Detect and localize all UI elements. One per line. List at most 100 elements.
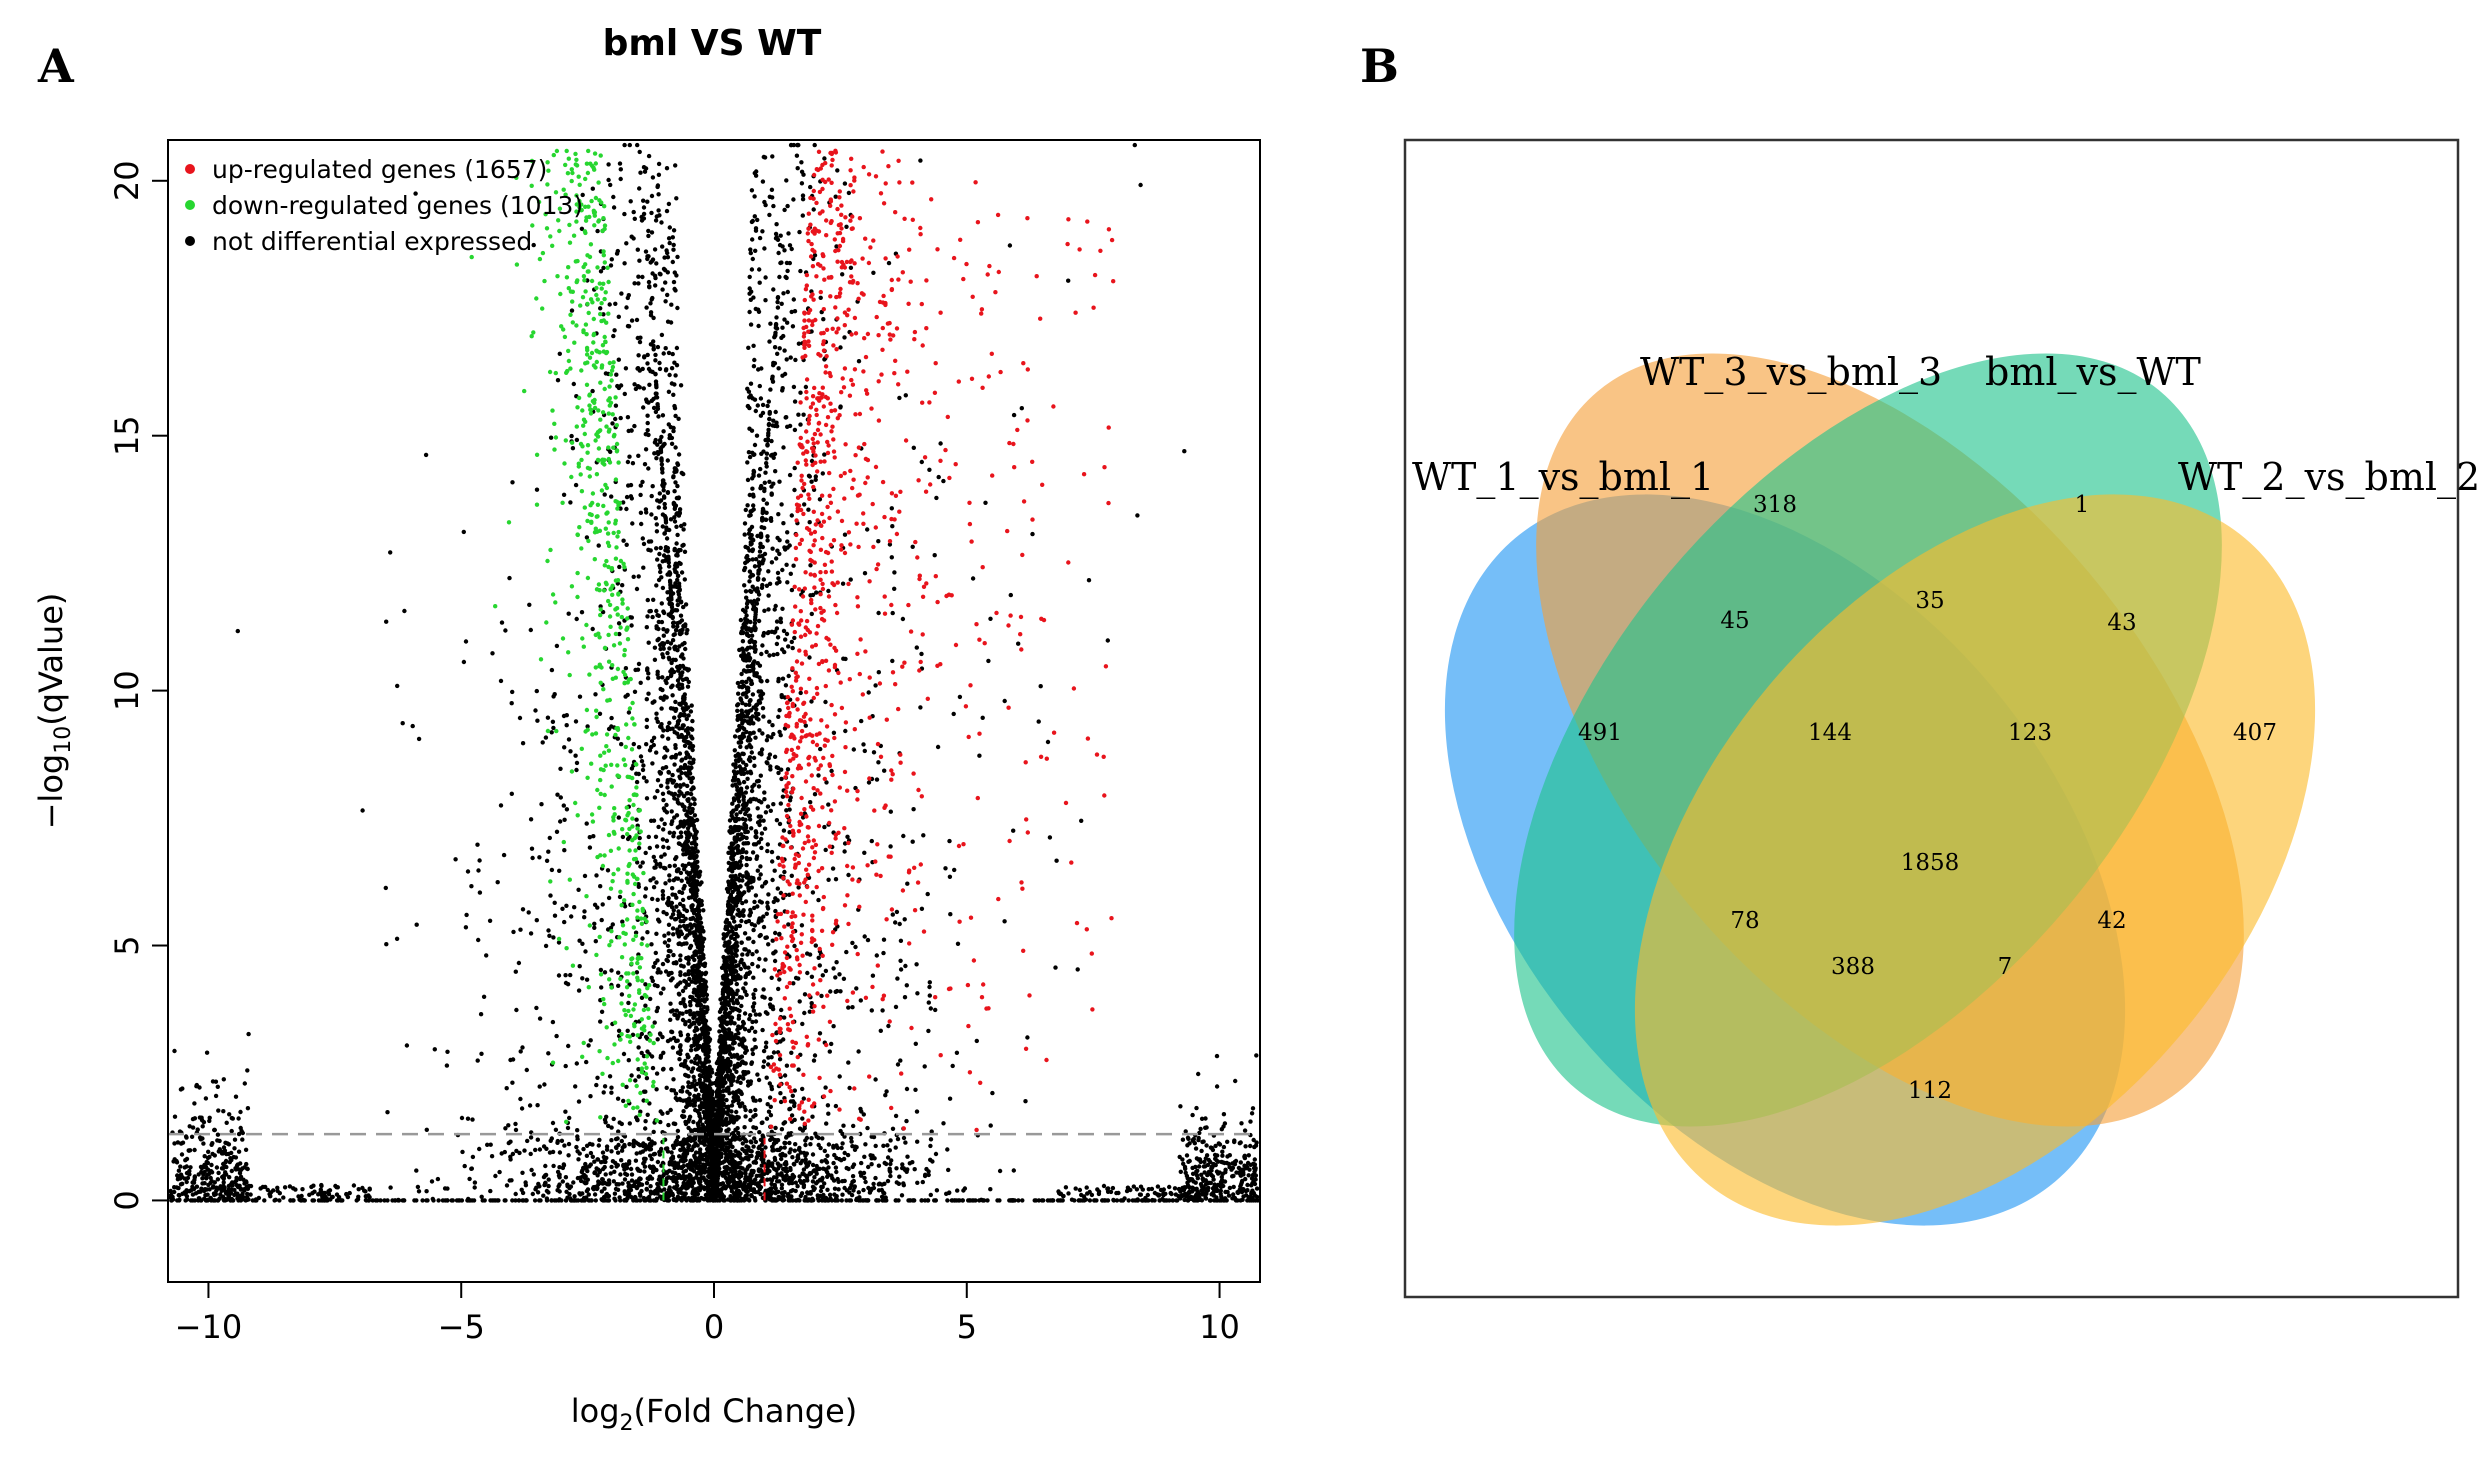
not-diff-point [721, 1078, 727, 1083]
not-diff-point [659, 332, 665, 338]
not-diff-point [760, 884, 765, 889]
not-diff-point [675, 532, 680, 538]
not-diff-point [673, 1038, 679, 1044]
not-diff-point [918, 158, 923, 163]
not-diff-point [692, 922, 697, 928]
not-diff-point [649, 193, 655, 199]
not-diff-point [749, 1140, 754, 1145]
not-diff-point [758, 1137, 764, 1143]
not-diff-point [748, 381, 754, 386]
not-diff-point [749, 572, 754, 577]
not-diff-point [856, 359, 862, 364]
not-diff-point [687, 745, 692, 750]
not-diff-point [750, 256, 755, 262]
not-diff-point [812, 142, 817, 148]
not-diff-point [787, 472, 793, 478]
not-diff-point [728, 892, 734, 898]
not-diff-point [747, 639, 752, 644]
not-diff-point [675, 1016, 680, 1021]
not-diff-point [636, 281, 641, 286]
not-diff-point [728, 874, 733, 879]
not-diff-point [632, 382, 637, 387]
not-diff-point [741, 779, 747, 785]
not-diff-point [660, 244, 665, 249]
not-diff-point [752, 899, 757, 905]
not-diff-point [673, 960, 679, 965]
not-diff-point [606, 177, 611, 183]
not-diff-point [769, 438, 774, 444]
not-diff-point [568, 500, 573, 505]
not-diff-point [683, 1058, 688, 1064]
not-diff-point [599, 1189, 604, 1194]
not-diff-point [647, 382, 652, 387]
not-diff-point [678, 870, 684, 876]
not-diff-point [629, 1172, 635, 1177]
not-diff-point [702, 1115, 707, 1120]
not-diff-point [724, 1097, 729, 1103]
not-diff-point [661, 442, 667, 447]
not-diff-point [752, 452, 757, 457]
not-diff-point [652, 451, 657, 456]
not-diff-point [745, 477, 751, 483]
not-diff-point [737, 995, 743, 1000]
not-diff-point [746, 1028, 752, 1034]
not-diff-point [660, 837, 666, 842]
not-diff-point [798, 422, 803, 427]
not-diff-point [752, 564, 758, 569]
not-diff-point [734, 934, 740, 939]
not-diff-point [616, 314, 621, 319]
not-diff-point [574, 437, 580, 443]
not-diff-point [796, 341, 802, 346]
not-diff-point [760, 691, 766, 696]
not-diff-point [707, 1101, 713, 1107]
not-diff-point [776, 512, 781, 517]
not-diff-point [677, 588, 682, 593]
not-diff-point [590, 388, 595, 394]
not-diff-point [789, 639, 794, 645]
not-diff-point [747, 513, 752, 518]
not-diff-point [775, 548, 780, 553]
not-diff-point [747, 655, 752, 660]
not-diff-point [747, 913, 752, 918]
not-diff-point [661, 494, 667, 499]
not-diff-point [686, 982, 691, 987]
not-diff-point [779, 260, 784, 265]
not-diff-point [871, 1181, 876, 1187]
not-diff-point [750, 557, 755, 562]
not-diff-point [644, 697, 649, 702]
not-diff-point [684, 839, 689, 844]
not-diff-point [617, 161, 623, 166]
not-diff-point [385, 1110, 390, 1115]
not-diff-point [489, 1154, 495, 1159]
not-diff-point [636, 453, 641, 458]
not-diff-point [650, 175, 656, 180]
not-diff-point [741, 751, 746, 757]
not-diff-point [675, 876, 681, 881]
not-diff-point [666, 972, 671, 977]
not-diff-point [766, 942, 771, 947]
not-diff-point [669, 915, 674, 920]
not-diff-point [813, 474, 818, 479]
not-diff-point [915, 1139, 920, 1144]
not-diff-point [687, 1018, 692, 1024]
not-diff-point [617, 564, 622, 570]
not-diff-point [641, 205, 647, 210]
not-diff-point [687, 1091, 692, 1097]
not-diff-point [720, 1097, 726, 1102]
not-diff-point [609, 1164, 614, 1170]
not-diff-point [682, 807, 687, 813]
not-diff-point [735, 1061, 741, 1067]
not-diff-point [765, 534, 770, 539]
not-diff-point [647, 609, 652, 614]
not-diff-point [667, 646, 672, 651]
not-diff-point [758, 818, 763, 824]
not-diff-point [661, 553, 667, 558]
not-diff-point [842, 532, 848, 537]
not-diff-point [662, 505, 668, 510]
not-diff-point [613, 301, 618, 306]
not-diff-point [730, 869, 735, 874]
not-diff-point [835, 1176, 840, 1182]
not-diff-point [737, 897, 742, 902]
not-diff-point [761, 714, 766, 719]
